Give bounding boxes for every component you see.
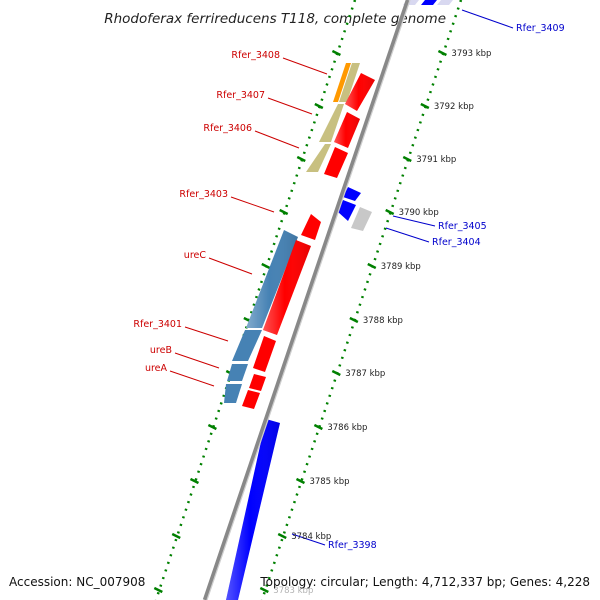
tick-label: 3793 kbp	[451, 49, 491, 59]
gene-label-rfer-3404[interactable]: Rfer_3404	[432, 237, 481, 248]
map-title: Rhodoferax ferrireducens T118, complete …	[104, 11, 446, 27]
leader-line	[184, 326, 229, 342]
gene-rfer-3405-b[interactable]	[338, 200, 356, 221]
gene-label-rfer-3407[interactable]: Rfer_3407	[216, 90, 265, 101]
backbone-highlight	[206, 0, 411, 600]
gene-label-urea[interactable]: ureA	[145, 363, 168, 374]
leader-line	[254, 130, 300, 149]
feature-rfer-3408-orange	[333, 63, 351, 102]
leader-line	[291, 533, 326, 546]
gene-ure-b[interactable]	[249, 374, 266, 391]
gene-rfer-3409-block[interactable]	[421, 0, 437, 5]
gene-label-rfer-3408[interactable]: Rfer_3408	[231, 50, 280, 61]
inner-tick-3	[279, 208, 289, 216]
feature-rfer-3401	[232, 330, 262, 361]
leader-line	[392, 215, 436, 227]
outer-tick-8	[295, 477, 306, 485]
gene-rfer-3404[interactable]	[351, 207, 372, 231]
leader-line	[461, 9, 514, 29]
leader-line	[282, 57, 328, 75]
tick-label: 3784 kbp	[291, 532, 331, 542]
outer-major-ticks	[259, 49, 447, 594]
tick-labels: 3793 kbp 3792 kbp 3791 kbp 3790 kbp 3789 kbp…	[273, 49, 491, 596]
outer-tick-5	[349, 316, 359, 324]
inner-tick-9	[171, 532, 181, 540]
outer-tick-track	[260, 0, 463, 600]
feature-ure-a	[224, 384, 242, 403]
tick-tracks	[154, 0, 463, 600]
backbone	[202, 0, 411, 600]
gene-rfer-3401[interactable]	[253, 336, 276, 372]
gene-label-rfer-3401[interactable]: Rfer_3401	[133, 319, 182, 330]
gene-rfer-3409-fade-outer	[437, 0, 453, 5]
topology-text: Topology: circular; Length: 4,712,337 bp…	[259, 575, 590, 589]
backbone-line	[202, 0, 411, 600]
gene-rfer-3405[interactable]	[343, 187, 361, 201]
tick-label: 3791 kbp	[416, 155, 456, 165]
feature-ure-b	[227, 364, 248, 381]
tick-label: 3789 kbp	[381, 262, 421, 272]
tick-label: 3792 kbp	[434, 102, 474, 112]
leader-line	[208, 257, 253, 275]
gene-label-rfer-3403[interactable]: Rfer_3403	[179, 189, 228, 200]
inner-tick-1	[314, 102, 324, 110]
feature-rfer-3406-khaki	[306, 144, 331, 172]
gene-label-rfer-3398[interactable]: Rfer_3398	[328, 540, 377, 551]
inner-tick-0	[331, 49, 341, 57]
outer-tick-2	[402, 155, 412, 163]
leader-line	[267, 97, 313, 115]
inner-tick-8	[189, 477, 200, 485]
gene-label-rfer-3409[interactable]: Rfer_3409	[516, 23, 565, 34]
outer-tick-1	[420, 102, 430, 110]
outer-tick-4	[367, 262, 377, 270]
tick-label: 3788 kbp	[363, 316, 403, 326]
leader-line	[230, 196, 275, 213]
tick-label: 3785 kbp	[309, 477, 349, 487]
inner-tick-2	[296, 155, 306, 163]
inner-major-ticks	[153, 49, 341, 594]
feature-track	[224, 0, 453, 600]
outer-tick-7	[313, 423, 323, 431]
leader-line	[169, 370, 215, 387]
outer-tick-10	[259, 586, 269, 594]
gene-rfer-3406[interactable]	[324, 147, 348, 178]
outer-tick-6	[331, 369, 341, 377]
gene-label-leaders	[169, 9, 514, 546]
accession-text: Accession: NC_007908	[9, 575, 145, 589]
outer-tick-9	[277, 532, 287, 540]
tick-label: 3787 kbp	[345, 369, 385, 379]
gene-label-ureb[interactable]: ureB	[150, 345, 172, 356]
leader-line	[174, 352, 220, 369]
feature-rfer-3408-khaki	[339, 63, 360, 102]
gene-rfer-3403[interactable]	[301, 214, 321, 240]
outer-tick-0	[437, 49, 447, 57]
gene-label-rfer-3406[interactable]: Rfer_3406	[203, 123, 252, 134]
tick-label: 3786 kbp	[327, 423, 367, 433]
inner-tick-4	[261, 262, 271, 270]
feature-shading	[226, 73, 375, 600]
gene-label-rfer-3405[interactable]: Rfer_3405	[438, 221, 487, 232]
gene-labels: Rfer_3409 Rfer_3408 Rfer_3407 Rfer_3406 Rfer…	[133, 23, 564, 551]
inner-tick-10	[153, 586, 163, 594]
inner-tick-7	[207, 423, 217, 431]
outer-tick-3	[385, 208, 395, 216]
tick-label: 3790 kbp	[399, 208, 439, 218]
gene-label-urec[interactable]: ureC	[184, 250, 207, 261]
inner-tick-track	[154, 0, 357, 600]
tick-label: 3783 kbp	[273, 586, 313, 596]
feature-rfer-3407-khaki	[319, 104, 344, 142]
leader-line	[385, 227, 430, 243]
gene-ure-a[interactable]	[242, 390, 260, 409]
